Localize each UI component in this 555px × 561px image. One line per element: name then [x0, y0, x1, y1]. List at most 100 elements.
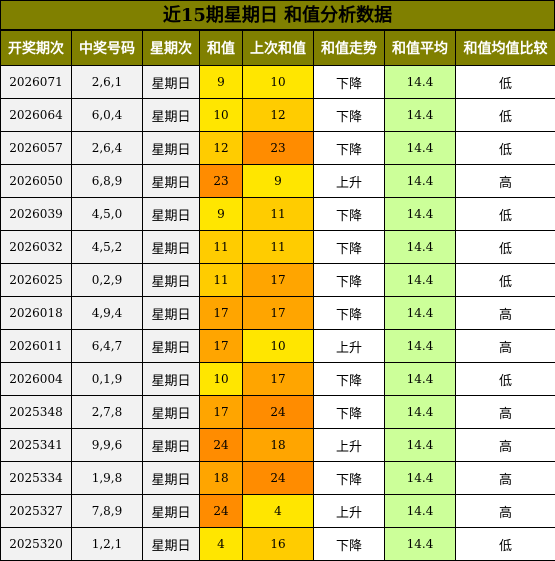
cell-avg: 14.4 [385, 429, 456, 462]
cell-numbers: 1,2,1 [72, 528, 143, 561]
cell-avg: 14.4 [385, 363, 456, 396]
cell-prev-sum: 16 [243, 528, 314, 561]
cell-sum: 17 [200, 330, 243, 363]
cell-avg: 14.4 [385, 99, 456, 132]
cell-period: 2026018 [1, 297, 72, 330]
cell-trend: 上升 [314, 165, 385, 198]
column-header-avg: 和值平均 [385, 31, 456, 66]
page-title: 近15期星期日 和值分析数据 [0, 0, 555, 30]
column-header-sum: 和值 [200, 31, 243, 66]
cell-compare: 低 [456, 231, 555, 264]
cell-weekday: 星期日 [143, 429, 200, 462]
cell-prev-sum: 4 [243, 495, 314, 528]
cell-trend: 下降 [314, 231, 385, 264]
cell-numbers: 4,5,2 [72, 231, 143, 264]
cell-compare: 低 [456, 99, 555, 132]
cell-avg: 14.4 [385, 231, 456, 264]
cell-weekday: 星期日 [143, 231, 200, 264]
cell-prev-sum: 9 [243, 165, 314, 198]
cell-weekday: 星期日 [143, 528, 200, 561]
cell-numbers: 2,6,1 [72, 66, 143, 99]
cell-period: 2026039 [1, 198, 72, 231]
cell-prev-sum: 10 [243, 66, 314, 99]
cell-compare: 高 [456, 165, 555, 198]
cell-trend: 下降 [314, 396, 385, 429]
cell-trend: 下降 [314, 264, 385, 297]
table-header-row: 开奖期次 中奖号码 星期次 和值 上次和值 和值走势 和值平均 和值均值比较 [1, 31, 555, 66]
cell-period: 2026025 [1, 264, 72, 297]
cell-sum: 10 [200, 99, 243, 132]
cell-compare: 高 [456, 396, 555, 429]
cell-compare: 高 [456, 462, 555, 495]
cell-avg: 14.4 [385, 330, 456, 363]
cell-trend: 下降 [314, 66, 385, 99]
cell-sum: 18 [200, 462, 243, 495]
cell-trend: 下降 [314, 462, 385, 495]
cell-avg: 14.4 [385, 528, 456, 561]
cell-avg: 14.4 [385, 198, 456, 231]
cell-trend: 下降 [314, 528, 385, 561]
cell-avg: 14.4 [385, 66, 456, 99]
cell-period: 2025334 [1, 462, 72, 495]
cell-period: 2026057 [1, 132, 72, 165]
cell-prev-sum: 17 [243, 264, 314, 297]
cell-compare: 低 [456, 198, 555, 231]
cell-prev-sum: 18 [243, 429, 314, 462]
cell-trend: 上升 [314, 495, 385, 528]
cell-weekday: 星期日 [143, 132, 200, 165]
cell-compare: 高 [456, 330, 555, 363]
cell-numbers: 7,8,9 [72, 495, 143, 528]
column-header-prev-sum: 上次和值 [243, 31, 314, 66]
cell-period: 2025341 [1, 429, 72, 462]
cell-compare: 高 [456, 495, 555, 528]
cell-sum: 17 [200, 396, 243, 429]
cell-sum: 11 [200, 231, 243, 264]
cell-numbers: 4,5,0 [72, 198, 143, 231]
cell-numbers: 6,4,7 [72, 330, 143, 363]
cell-trend: 下降 [314, 363, 385, 396]
cell-compare: 低 [456, 66, 555, 99]
cell-period: 2025320 [1, 528, 72, 561]
cell-avg: 14.4 [385, 165, 456, 198]
cell-prev-sum: 11 [243, 198, 314, 231]
cell-trend: 上升 [314, 330, 385, 363]
cell-compare: 低 [456, 132, 555, 165]
cell-prev-sum: 10 [243, 330, 314, 363]
cell-numbers: 9,9,6 [72, 429, 143, 462]
cell-weekday: 星期日 [143, 297, 200, 330]
cell-prev-sum: 12 [243, 99, 314, 132]
cell-numbers: 2,6,4 [72, 132, 143, 165]
cell-weekday: 星期日 [143, 330, 200, 363]
column-header-compare: 和值均值比较 [456, 31, 555, 66]
cell-weekday: 星期日 [143, 462, 200, 495]
cell-period: 2026064 [1, 99, 72, 132]
sum-analysis-table: 开奖期次 中奖号码 星期次 和值 上次和值 和值走势 和值平均 和值均值比较 2… [0, 30, 555, 561]
cell-sum: 4 [200, 528, 243, 561]
cell-weekday: 星期日 [143, 165, 200, 198]
cell-compare: 低 [456, 528, 555, 561]
column-header-period: 开奖期次 [1, 31, 72, 66]
cell-period: 2026011 [1, 330, 72, 363]
cell-weekday: 星期日 [143, 396, 200, 429]
cell-sum: 9 [200, 198, 243, 231]
cell-sum: 11 [200, 264, 243, 297]
cell-weekday: 星期日 [143, 99, 200, 132]
cell-sum: 10 [200, 363, 243, 396]
cell-period: 2026004 [1, 363, 72, 396]
column-header-trend: 和值走势 [314, 31, 385, 66]
cell-weekday: 星期日 [143, 363, 200, 396]
cell-numbers: 6,0,4 [72, 99, 143, 132]
cell-trend: 下降 [314, 297, 385, 330]
column-header-numbers: 中奖号码 [72, 31, 143, 66]
